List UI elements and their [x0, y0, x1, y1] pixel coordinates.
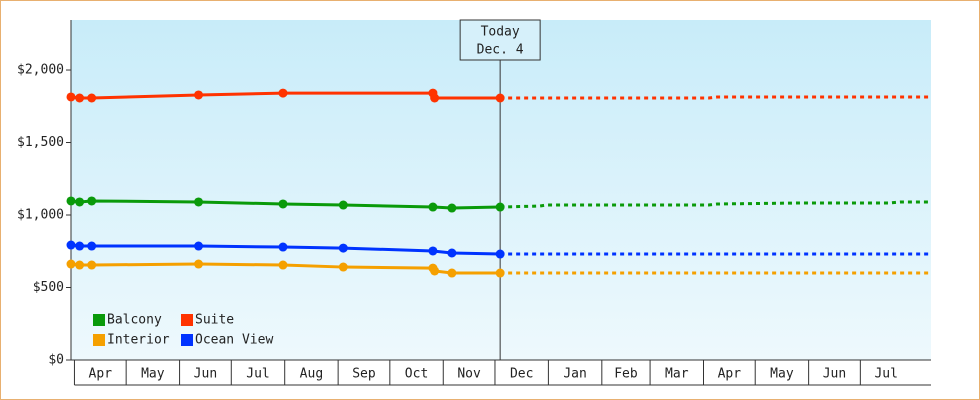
point	[428, 246, 438, 256]
projected-line	[500, 200, 931, 209]
series-line	[70, 262, 501, 275]
point	[447, 203, 457, 213]
point	[428, 202, 438, 212]
x-tick-label: Apr	[89, 367, 113, 382]
point	[278, 260, 288, 270]
y-tick-label: $2,000	[17, 63, 64, 78]
x-tick-label: Jun	[823, 367, 846, 382]
today-box	[459, 19, 541, 61]
x-tick-label: Oct	[405, 367, 428, 382]
y-tick-label: $1,000	[17, 208, 64, 223]
x-tick-label: Jan	[563, 367, 586, 382]
point	[75, 260, 85, 270]
point	[194, 241, 204, 251]
legend-label: Ocean View	[195, 333, 273, 348]
point	[278, 199, 288, 209]
x-tick-label: May	[770, 367, 794, 382]
legend-label: Balcony	[107, 313, 162, 328]
point	[278, 88, 288, 98]
point	[338, 262, 348, 272]
legend-swatch	[93, 334, 105, 346]
point	[87, 241, 97, 251]
y-tick-label: $1,500	[17, 135, 64, 150]
today-label: Dec. 4	[477, 43, 524, 58]
point	[447, 248, 457, 258]
x-tick-label: Sep	[352, 367, 376, 382]
point	[194, 197, 204, 207]
point	[495, 93, 505, 103]
point	[87, 93, 97, 103]
y-tick-label: $500	[33, 280, 64, 295]
x-tick-label: Dec	[510, 367, 533, 382]
today-label: Today	[481, 25, 520, 40]
y-tick-label: $0	[48, 353, 64, 368]
legend-swatch	[181, 334, 193, 346]
x-tick-label: Nov	[457, 367, 481, 382]
point	[430, 266, 440, 276]
x-tick-label: Mar	[665, 367, 689, 382]
point	[338, 200, 348, 210]
point	[66, 196, 76, 206]
legend-swatch	[93, 314, 105, 326]
point	[66, 92, 76, 102]
point	[430, 93, 440, 103]
point	[495, 202, 505, 212]
plot-area	[71, 20, 931, 360]
point	[194, 90, 204, 100]
point	[447, 268, 457, 278]
point	[495, 249, 505, 259]
point	[75, 241, 85, 251]
point	[495, 268, 505, 278]
x-tick-label: Jul	[874, 367, 897, 382]
point	[278, 242, 288, 252]
legend-label: Interior	[107, 333, 170, 348]
x-tick-label: Feb	[614, 367, 638, 382]
legend-label: Suite	[195, 313, 234, 328]
point	[87, 260, 97, 270]
x-tick-label: Jun	[194, 367, 217, 382]
legend-swatch	[181, 314, 193, 326]
x-tick-label: May	[141, 367, 165, 382]
point	[66, 259, 76, 269]
x-tick-label: Jul	[246, 367, 269, 382]
point	[87, 196, 97, 206]
point	[66, 240, 76, 250]
point	[194, 259, 204, 269]
x-tick-label: Apr	[718, 367, 742, 382]
point	[75, 197, 85, 207]
projected-line	[500, 95, 931, 100]
point	[75, 93, 85, 103]
x-tick-label: Aug	[300, 367, 323, 382]
point	[338, 243, 348, 253]
